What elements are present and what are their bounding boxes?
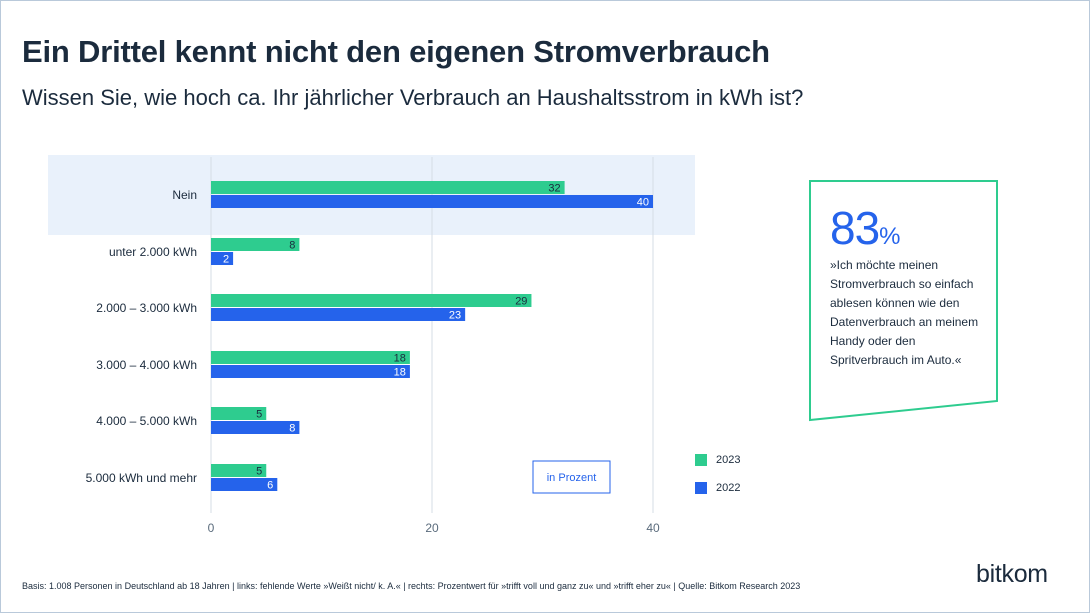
bar-2022 bbox=[211, 365, 410, 378]
bar-2022 bbox=[211, 478, 278, 491]
x-tick-label: 40 bbox=[646, 521, 660, 535]
legend-swatch-2022 bbox=[695, 482, 707, 494]
bar-value-label: 5 bbox=[256, 466, 262, 478]
legend-label-2022: 2022 bbox=[716, 482, 741, 494]
unit-note: in Prozent bbox=[547, 472, 597, 484]
bar-value-label: 2 bbox=[223, 254, 229, 266]
legend-label-2023: 2023 bbox=[716, 454, 741, 466]
bar-2022 bbox=[211, 308, 466, 321]
bitkom-logo: bitkom bbox=[976, 560, 1048, 588]
bar-2022 bbox=[211, 195, 653, 208]
legend bbox=[695, 454, 707, 494]
page-subtitle: Wissen Sie, wie hoch ca. Ihr jährlicher … bbox=[22, 85, 804, 110]
category-label: 3.000 – 4.000 kWh bbox=[96, 358, 197, 372]
bar-2023 bbox=[211, 464, 267, 477]
category-label: 4.000 – 5.000 kWh bbox=[96, 414, 197, 428]
callout-quote: »Ich möchte meinen Stromverbrauch so ein… bbox=[830, 258, 979, 367]
callout-percent-sign: % bbox=[879, 223, 901, 250]
bar-value-label: 40 bbox=[637, 197, 649, 209]
callout-number-value: 83 bbox=[830, 202, 880, 254]
grid-lines bbox=[210, 157, 654, 513]
x-tick-labels: 0 20 40 bbox=[208, 521, 660, 535]
bar-value-label: 5 bbox=[256, 409, 262, 421]
bar-value-label: 18 bbox=[394, 353, 406, 365]
bar-2023 bbox=[211, 351, 410, 364]
bar-value-label: 8 bbox=[289, 423, 295, 435]
bar-2022 bbox=[211, 252, 234, 265]
bar-value-label: 23 bbox=[449, 310, 461, 322]
bar-2023 bbox=[211, 238, 300, 251]
category-labels: Nein unter 2.000 kWh 2.000 – 3.000 kWh 3.00… bbox=[86, 188, 197, 485]
bar-value-label: 8 bbox=[289, 240, 295, 252]
category-label: 2.000 – 3.000 kWh bbox=[96, 301, 197, 315]
bar-value-label: 6 bbox=[267, 480, 273, 492]
bar-value-label: 29 bbox=[515, 296, 527, 308]
callout-box bbox=[809, 180, 998, 422]
page-title: Ein Drittel kennt nicht den eigenen Stro… bbox=[22, 34, 770, 69]
x-tick-label: 0 bbox=[208, 521, 215, 535]
bar-value-label: 18 bbox=[394, 367, 406, 379]
bar-value-label: 32 bbox=[548, 183, 560, 195]
callout-number: 83% bbox=[830, 201, 901, 255]
bar-2023 bbox=[211, 181, 565, 194]
category-label: unter 2.000 kWh bbox=[109, 245, 197, 259]
category-label: Nein bbox=[172, 188, 197, 202]
x-tick-label: 20 bbox=[425, 521, 439, 535]
footer-note: Basis: 1.008 Personen in Deutschland ab … bbox=[22, 581, 801, 591]
bar-2023 bbox=[211, 407, 267, 420]
unit-note-box: in Prozent bbox=[532, 460, 611, 494]
bar-2023 bbox=[211, 294, 532, 307]
legend-swatch-2023 bbox=[695, 454, 707, 466]
bar-2022 bbox=[211, 421, 300, 434]
category-label: 5.000 kWh und mehr bbox=[86, 471, 197, 485]
